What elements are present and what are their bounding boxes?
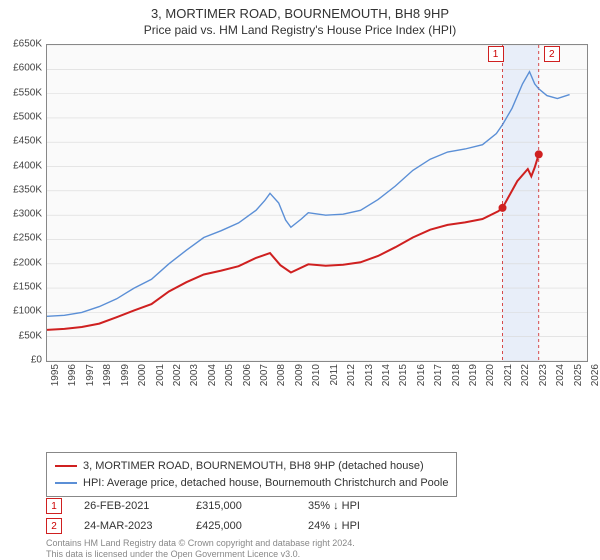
marker-date: 26-FEB-2021: [84, 500, 174, 512]
plot-area: [46, 44, 588, 362]
x-tick-label: 2016: [416, 364, 427, 386]
x-tick-label: 2003: [189, 364, 200, 386]
x-tick-label: 2008: [276, 364, 287, 386]
marker-date: 24-MAR-2023: [84, 520, 174, 532]
marker-row-2: 2 24-MAR-2023 £425,000 24% ↓ HPI: [46, 516, 398, 536]
x-tick-label: 2025: [573, 364, 584, 386]
y-tick-label: £300K: [2, 209, 42, 220]
x-tick-label: 2007: [259, 364, 270, 386]
series-line-property: [47, 154, 539, 330]
x-tick-label: 2019: [468, 364, 479, 386]
marker-badge-1: 1: [488, 46, 504, 62]
marker-table: 1 26-FEB-2021 £315,000 35% ↓ HPI 2 24-MAR-202…: [46, 496, 398, 536]
y-tick-label: £100K: [2, 306, 42, 317]
x-tick-label: 2023: [538, 364, 549, 386]
x-tick-label: 2011: [329, 364, 340, 386]
legend-label: HPI: Average price, detached house, Bour…: [83, 475, 448, 492]
x-tick-label: 1996: [67, 364, 78, 386]
footer-line-1: Contains HM Land Registry data © Crown c…: [46, 538, 355, 549]
y-tick-label: £350K: [2, 184, 42, 195]
x-tick-label: 2021: [503, 364, 514, 386]
chart-container: 3, MORTIMER ROAD, BOURNEMOUTH, BH8 9HP P…: [0, 0, 600, 560]
x-tick-label: 2015: [398, 364, 409, 386]
marker-badge-2: 2: [544, 46, 560, 62]
x-tick-label: 2020: [485, 364, 496, 386]
y-tick-label: £150K: [2, 282, 42, 293]
x-tick-label: 2010: [311, 364, 322, 386]
x-tick-label: 2004: [207, 364, 218, 386]
y-tick-label: £50K: [2, 330, 42, 341]
chart-title: 3, MORTIMER ROAD, BOURNEMOUTH, BH8 9HP: [0, 0, 600, 21]
x-tick-label: 2000: [137, 364, 148, 386]
y-tick-label: £0: [2, 355, 42, 366]
legend: 3, MORTIMER ROAD, BOURNEMOUTH, BH8 9HP (…: [46, 452, 457, 497]
x-tick-label: 2017: [433, 364, 444, 386]
x-tick-label: 2026: [590, 364, 600, 386]
y-tick-label: £550K: [2, 87, 42, 98]
x-tick-label: 1995: [50, 364, 61, 386]
y-tick-label: £500K: [2, 111, 42, 122]
marker-diff: 35% ↓ HPI: [308, 500, 398, 512]
marker-row-badge: 1: [46, 498, 62, 514]
y-tick-label: £450K: [2, 136, 42, 147]
legend-row-hpi: HPI: Average price, detached house, Bour…: [55, 475, 448, 492]
y-tick-label: £250K: [2, 233, 42, 244]
y-tick-label: £650K: [2, 39, 42, 50]
x-tick-label: 2002: [172, 364, 183, 386]
x-tick-label: 2001: [155, 364, 166, 386]
x-tick-label: 2013: [364, 364, 375, 386]
x-tick-label: 1999: [120, 364, 131, 386]
x-tick-label: 2024: [555, 364, 566, 386]
marker-row-1: 1 26-FEB-2021 £315,000 35% ↓ HPI: [46, 496, 398, 516]
series-line-hpi: [47, 72, 570, 317]
x-tick-label: 1997: [85, 364, 96, 386]
x-tick-label: 2012: [346, 364, 357, 386]
y-tick-label: £400K: [2, 160, 42, 171]
legend-swatch: [55, 465, 77, 467]
legend-row-property: 3, MORTIMER ROAD, BOURNEMOUTH, BH8 9HP (…: [55, 458, 448, 475]
marker-diff: 24% ↓ HPI: [308, 520, 398, 532]
marker-row-badge: 2: [46, 518, 62, 534]
x-tick-label: 2014: [381, 364, 392, 386]
y-tick-label: £200K: [2, 257, 42, 268]
x-tick-label: 2022: [520, 364, 531, 386]
chart-subtitle: Price paid vs. HM Land Registry's House …: [0, 21, 600, 37]
footer: Contains HM Land Registry data © Crown c…: [46, 538, 355, 560]
chart-area: £0 £50K £100K £150K £200K £250K £300K £350K £400…: [0, 40, 600, 410]
legend-label: 3, MORTIMER ROAD, BOURNEMOUTH, BH8 9HP (…: [83, 458, 424, 475]
x-tick-label: 2005: [224, 364, 235, 386]
x-tick-label: 2018: [451, 364, 462, 386]
legend-swatch: [55, 482, 77, 484]
marker-price: £425,000: [196, 520, 286, 532]
x-tick-label: 2009: [294, 364, 305, 386]
x-tick-label: 2006: [242, 364, 253, 386]
marker-price: £315,000: [196, 500, 286, 512]
footer-line-2: This data is licensed under the Open Gov…: [46, 549, 355, 560]
x-tick-label: 1998: [102, 364, 113, 386]
y-tick-label: £600K: [2, 63, 42, 74]
